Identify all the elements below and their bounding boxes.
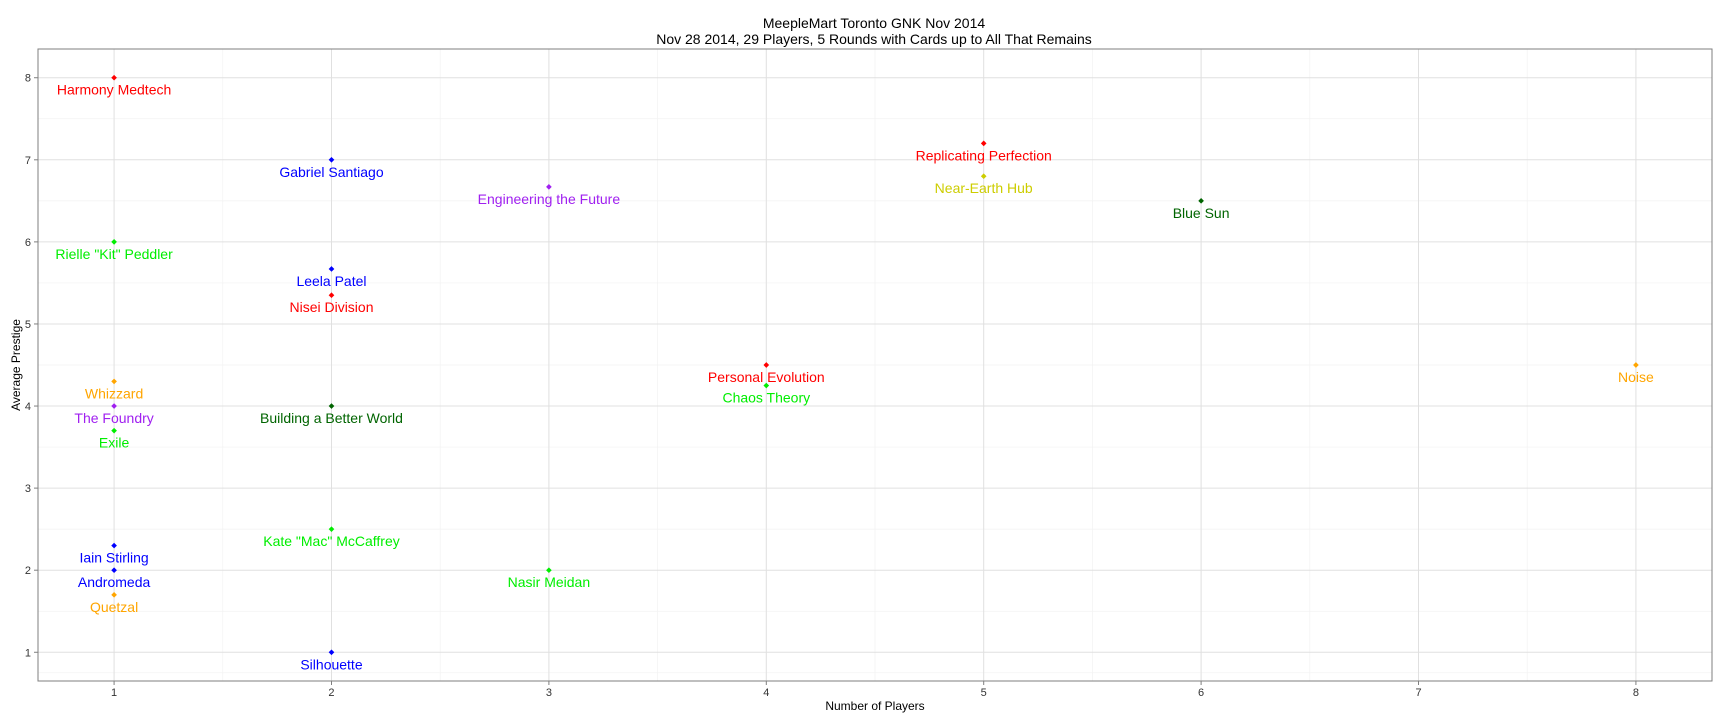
data-point-label: Personal Evolution [708, 369, 825, 385]
data-point-label: Chaos Theory [722, 390, 810, 406]
data-point-label: Noise [1618, 369, 1654, 385]
x-axis-label: Number of Players [825, 699, 924, 713]
data-point-label: Blue Sun [1173, 205, 1230, 221]
data-point-label: Leela Patel [296, 273, 366, 289]
data-point [111, 74, 117, 81]
data-point-label: Iain Stirling [79, 550, 148, 566]
data-point-label: Nisei Division [289, 299, 373, 315]
data-point [111, 567, 117, 574]
data-point-label: Andromeda [78, 574, 151, 590]
x-tick-label: 5 [981, 687, 987, 699]
data-point [546, 184, 552, 190]
data-point [111, 403, 117, 409]
data-point-label: The Foundry [74, 410, 153, 426]
data-point [111, 591, 117, 598]
data-point [328, 526, 335, 532]
chart-title: MeepleMart Toronto GNK Nov 2014 [763, 15, 986, 31]
x-tick-label: 8 [1633, 687, 1639, 699]
data-point [546, 567, 552, 574]
data-point [763, 382, 770, 389]
data-point-label: Whizzard [85, 385, 143, 401]
data-point-label: Near-Earth Hub [935, 180, 1033, 196]
data-point [111, 542, 117, 549]
data-point [111, 378, 117, 385]
data-point-label: Nasir Meidan [508, 574, 590, 590]
data-point-label: Kate "Mac" McCaffrey [263, 533, 400, 549]
data-point [111, 427, 117, 434]
data-point [328, 403, 335, 409]
y-tick-label: 2 [25, 565, 31, 577]
y-tick-label: 3 [25, 483, 31, 495]
y-tick-label: 4 [25, 401, 31, 413]
x-tick-label: 4 [763, 687, 769, 699]
data-point-label: Building a Better World [260, 410, 403, 426]
y-axis-label: Average Prestige [9, 319, 23, 411]
y-axis-ticks: 1 2 3 4 5 6 7 8 [25, 73, 38, 659]
data-point-label: Gabriel Santiago [279, 164, 384, 180]
x-tick-label: 6 [1198, 687, 1204, 699]
data-point-label: Rielle "Kit" Peddler [55, 246, 173, 262]
x-tick-label: 2 [328, 687, 334, 699]
grid-lines [38, 49, 1712, 681]
data-point-label: Harmony Medtech [57, 82, 171, 98]
data-point [111, 239, 117, 245]
data-point-label: Silhouette [300, 656, 362, 672]
x-axis-ticks: 1 2 3 4 5 6 7 8 [111, 681, 1639, 699]
y-tick-label: 8 [25, 73, 31, 85]
y-tick-label: 7 [25, 155, 31, 167]
data-point [328, 266, 335, 272]
y-tick-label: 6 [25, 237, 31, 249]
data-point [328, 156, 335, 163]
data-point [980, 173, 987, 180]
data-point [1633, 362, 1639, 368]
y-tick-label: 5 [25, 319, 31, 331]
x-tick-label: 1 [111, 687, 117, 699]
x-tick-label: 3 [546, 687, 552, 699]
data-point-label: Replicating Perfection [916, 147, 1052, 163]
data-point-label: Exile [99, 435, 130, 451]
data-point [980, 140, 987, 147]
data-point [328, 649, 335, 656]
x-tick-label: 7 [1415, 687, 1421, 699]
data-point [1198, 198, 1204, 204]
data-point [763, 362, 770, 368]
data-point-label: Quetzal [90, 599, 138, 615]
data-point-label: Engineering the Future [478, 191, 621, 207]
y-tick-label: 1 [25, 647, 31, 659]
plot-border [37, 48, 1713, 682]
data-points: Harmony Medtech Rielle "Kit" Peddler Whizz… [55, 74, 1654, 672]
chart-subtitle: Nov 28 2014, 29 Players, 5 Rounds with C… [656, 31, 1092, 47]
data-point [328, 292, 335, 299]
